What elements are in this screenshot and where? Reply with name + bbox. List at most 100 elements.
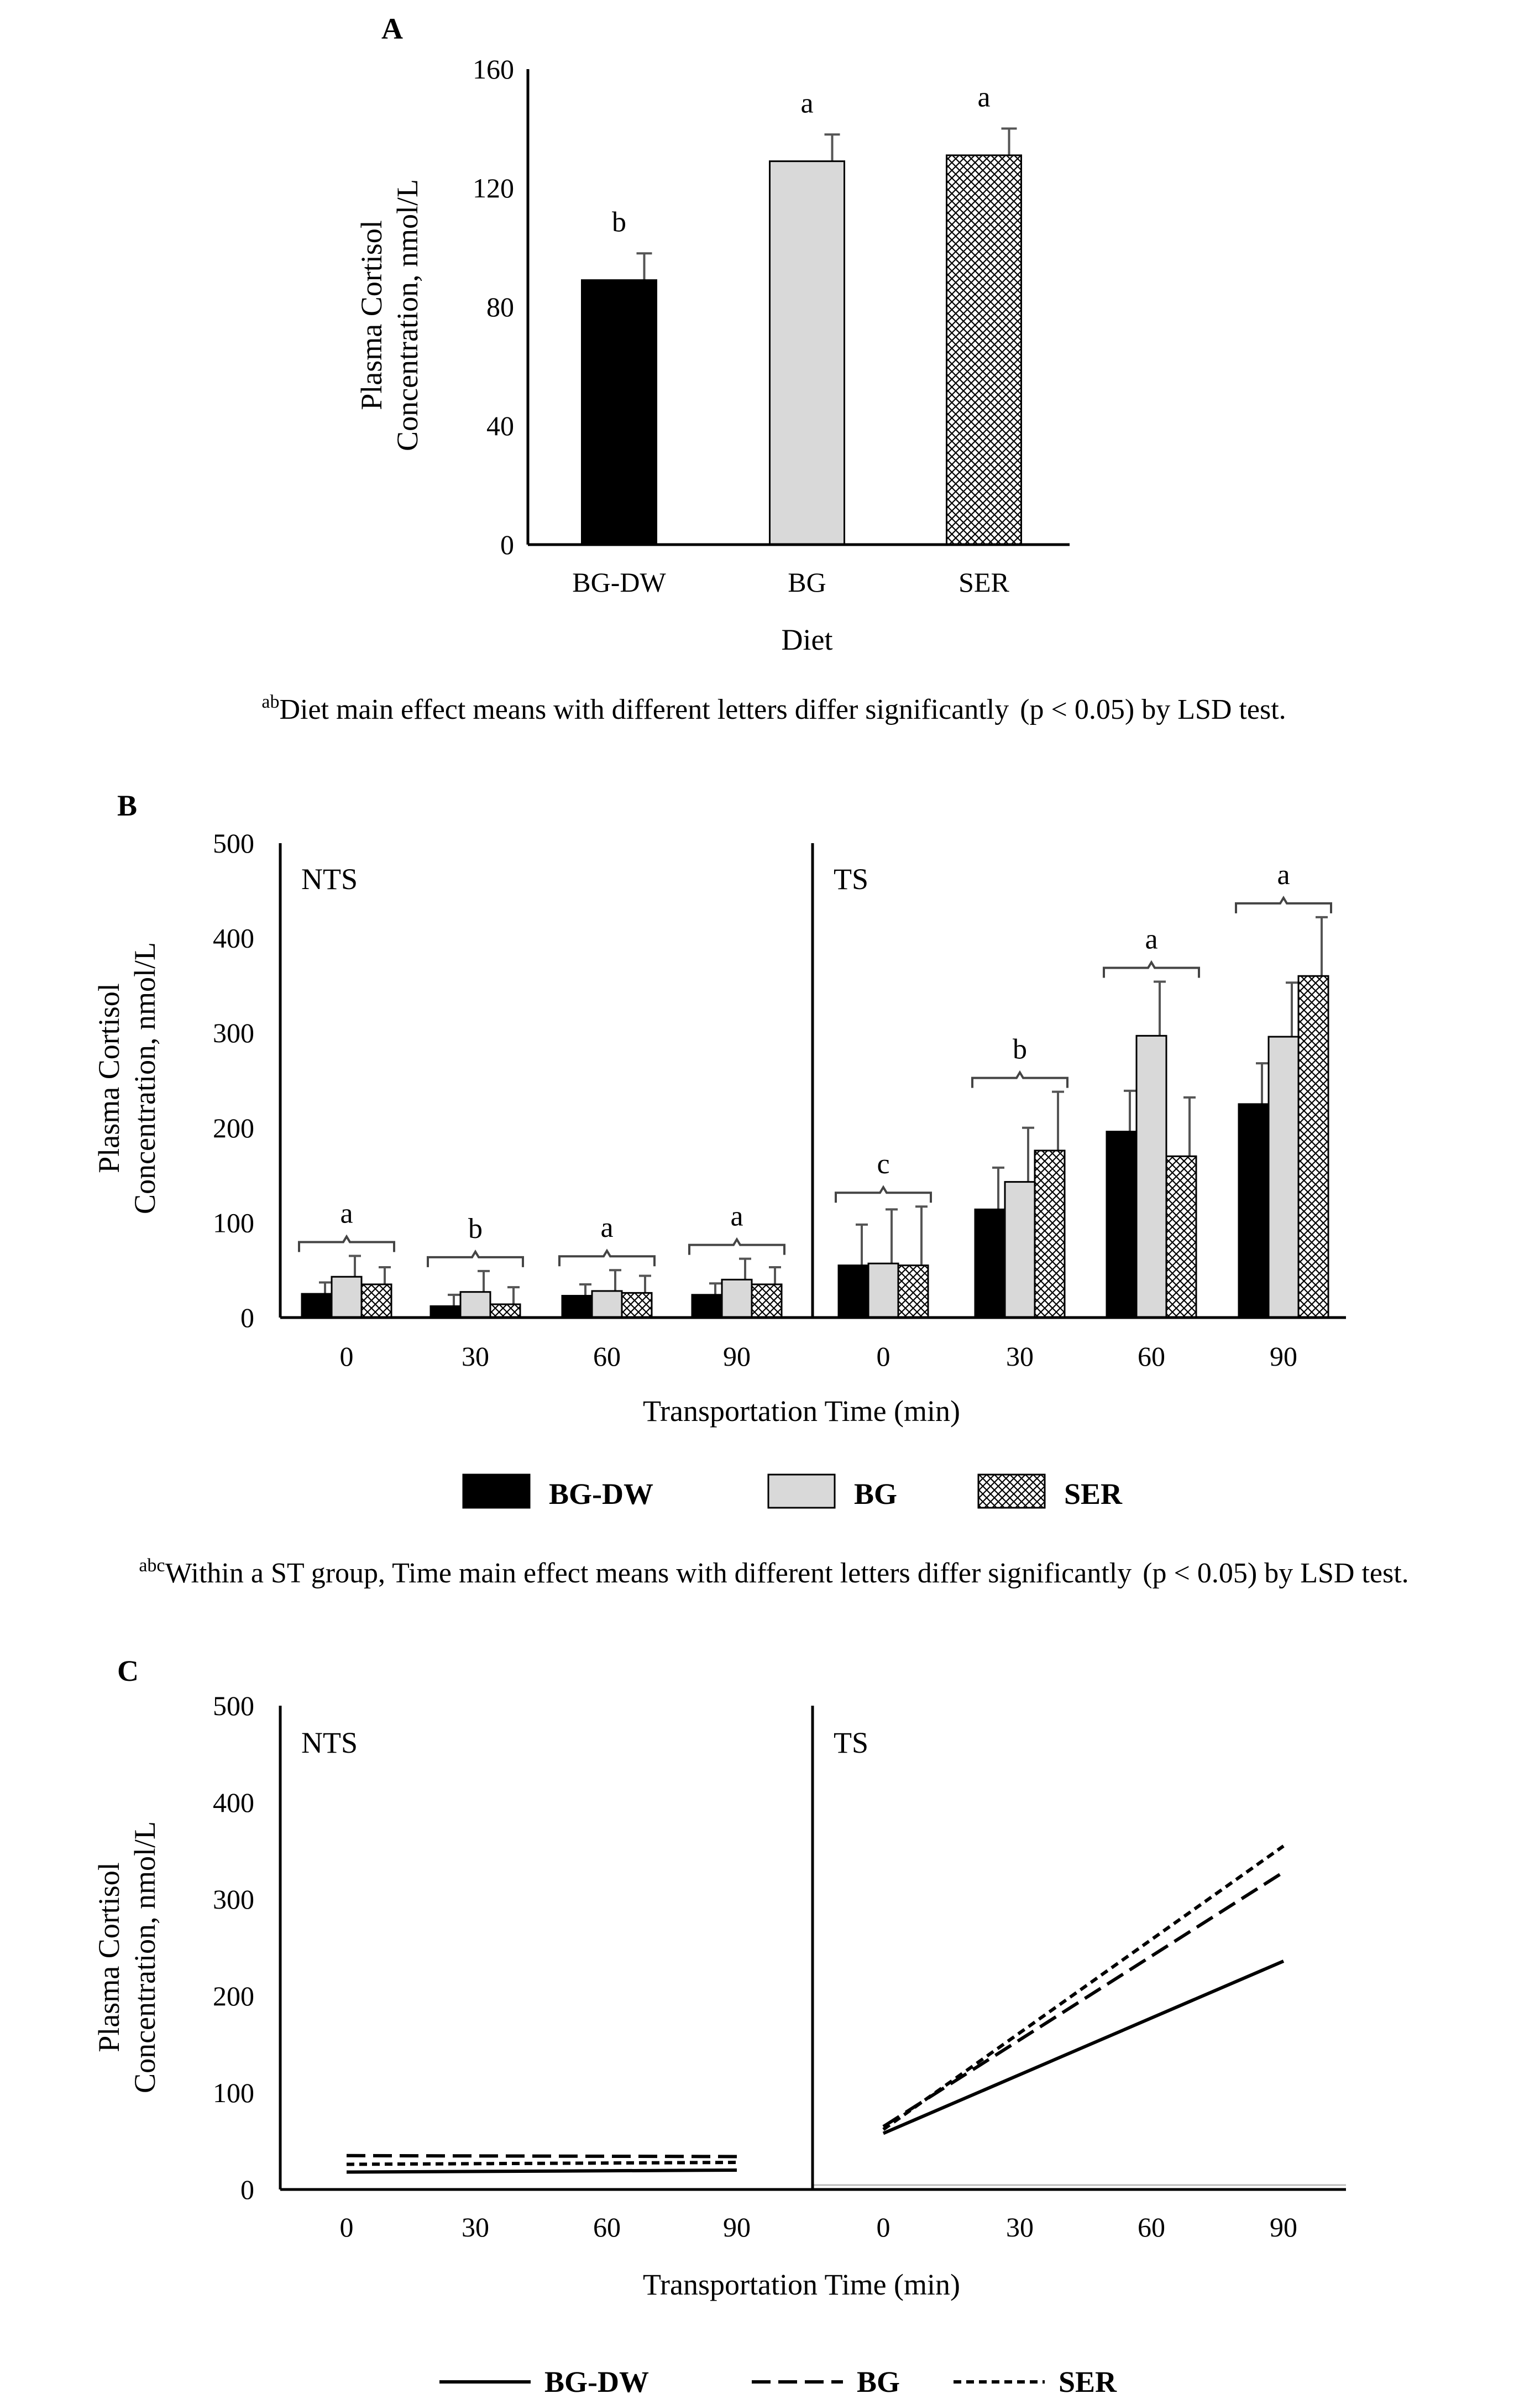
y-tick-label: 0 (240, 1302, 254, 1333)
legend-label: BG (857, 2365, 900, 2398)
bar-bg (459, 1291, 491, 1319)
y-tick-label: 100 (213, 1207, 254, 1238)
x-tick-label: 90 (1270, 2212, 1297, 2243)
significance-letter: a (1145, 924, 1157, 955)
y-tick-label: 500 (213, 828, 254, 859)
significance-bracket (1103, 960, 1200, 978)
bar-bg (867, 1262, 899, 1319)
bar-bg (591, 1290, 623, 1319)
panel-a-footnote-sup: ab (261, 692, 279, 712)
x-tick-label: 90 (723, 2212, 751, 2243)
bar-bg (769, 160, 845, 546)
bar-bg-dw (561, 1295, 593, 1319)
panel-c-x-ticks: 0 30 60 90 0 30 60 90 (340, 2212, 1298, 2243)
significance-letter: b (468, 1213, 483, 1245)
bar-bg (1004, 1181, 1036, 1319)
panel-a-footnote-p: (p < 0.05) by LSD test. (1020, 694, 1286, 725)
series-line-bg-dw (882, 1959, 1285, 2135)
bar-ser (1034, 1149, 1066, 1319)
significance-letter: c (877, 1148, 889, 1180)
y-tick-label: 0 (500, 529, 514, 560)
y-tick-label: 80 (486, 291, 514, 322)
legend-swatch-bg-dw (462, 1473, 531, 1509)
x-tick-label: 60 (1138, 2212, 1165, 2243)
panel-a-y-ticks: 0 40 80 120 160 (473, 54, 514, 560)
y-tick-label: 40 (486, 410, 514, 441)
bar-bg-dw (581, 279, 657, 546)
significance-bracket (835, 1185, 932, 1203)
bar-ser (1297, 975, 1329, 1319)
svg-text:Concentration, nmol/L: Concentration, nmol/L (128, 1821, 161, 2093)
series-line-ser (882, 1844, 1285, 2131)
significance-letter: b (1013, 1034, 1027, 1065)
significance-bracket (427, 1250, 524, 1267)
bar-ser (489, 1303, 521, 1319)
x-tick-label: 60 (593, 2212, 621, 2243)
y-tick-label: 500 (213, 1690, 254, 1721)
series-line-bg (346, 2154, 737, 2159)
y-tick-label: 0 (240, 2174, 254, 2205)
x-tick-label: 30 (1006, 2212, 1034, 2243)
legend-label: SER (1059, 2365, 1117, 2398)
bar-bg (1135, 1034, 1167, 1319)
panel-c-legend: BG-DW BG SER (439, 2365, 1117, 2398)
bar-bg (1267, 1036, 1300, 1319)
y-tick-label: 400 (213, 923, 254, 954)
x-tick-label: 0 (877, 2212, 891, 2243)
bar-bg (331, 1276, 363, 1319)
panel-a-footnote: abDiet main effect means with different … (261, 692, 1286, 725)
legend-swatch-ser (977, 1473, 1046, 1509)
bar-bg-dw (301, 1293, 333, 1319)
bar-ser (1165, 1155, 1197, 1319)
svg-text:Concentration, nmol/L: Concentration, nmol/L (128, 942, 161, 1214)
bar-bg-dw (974, 1208, 1006, 1319)
legend-label: SER (1064, 1477, 1123, 1511)
panel-a-bars: b a a (581, 82, 1022, 546)
panel-b-footnote-main: Within a ST group, Time main effect mean… (165, 1558, 1132, 1589)
panel-a-x-axis-label: Diet (782, 623, 833, 656)
panel-b-group-label-ts: TS (834, 863, 868, 896)
panel-b-footnote-sup: abc (139, 1555, 165, 1576)
x-tick-label: BG (788, 567, 826, 598)
bar-bg-dw (691, 1294, 723, 1319)
x-tick-label: 0 (877, 1341, 891, 1372)
svg-text:Concentration, nmol/L: Concentration, nmol/L (391, 179, 424, 451)
significance-letter: a (730, 1201, 743, 1232)
panel-b-legend: BG-DW BG SER (462, 1473, 1123, 1511)
significance-bracket (558, 1248, 656, 1267)
panel-b-y-axis-label: Plasma Cortisol Concentration, nmol/L (92, 942, 161, 1214)
x-tick-label: 30 (462, 1341, 489, 1372)
bar-ser (751, 1283, 783, 1319)
significance-letter: a (340, 1198, 353, 1229)
y-tick-label: 400 (213, 1787, 254, 1818)
bar-ser (360, 1283, 392, 1319)
x-tick-label: SER (958, 567, 1009, 598)
y-tick-label: 160 (473, 54, 514, 85)
significance-bracket (1235, 895, 1332, 913)
y-tick-label: 200 (213, 1112, 254, 1143)
x-tick-label: BG-DW (572, 567, 666, 598)
panel-b-x-ticks: 0 30 60 90 0 30 60 90 (340, 1341, 1298, 1372)
panel-a-letter: A (381, 12, 403, 45)
panel-a: A 0 40 80 120 160 Plasma Cortisol Concentrat… (261, 12, 1286, 725)
panel-b-group-label-nts: NTS (301, 863, 358, 896)
y-tick-label: 120 (473, 173, 514, 203)
panel-c-y-ticks: 0 100 200 300 400 500 (213, 1690, 254, 2205)
y-tick-label: 100 (213, 2077, 254, 2108)
significance-letter: a (977, 82, 990, 113)
bar-bg-dw (429, 1305, 462, 1319)
panel-b-y-ticks: 0 100 200 300 400 500 (213, 828, 254, 1333)
significance-letter: a (1277, 859, 1290, 891)
panel-a-y-axis-label: Plasma Cortisol Concentration, nmol/L (355, 179, 424, 451)
panel-c-letter: C (117, 1654, 139, 1687)
svg-text:Plasma Cortisol: Plasma Cortisol (92, 1862, 125, 2052)
x-tick-label: 60 (1138, 1341, 1165, 1372)
panel-b-footnote: abcWithin a ST group, Time main effect m… (139, 1555, 1408, 1589)
panel-c-group-label-ts: TS (834, 1726, 868, 1759)
bar-ser (897, 1264, 929, 1319)
series-line-bg (882, 1870, 1285, 2128)
panel-b-x-axis-label: Transportation Time (min) (643, 1394, 960, 1428)
